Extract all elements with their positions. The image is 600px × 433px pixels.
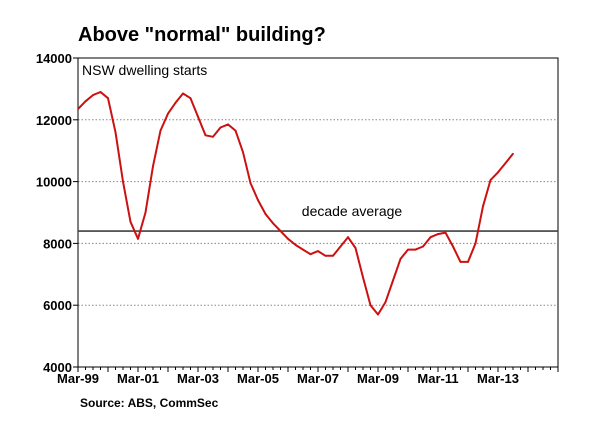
- data-point: [227, 123, 229, 126]
- data-point: [204, 134, 207, 137]
- y-tick-label: 4000: [43, 360, 72, 375]
- data-point: [144, 211, 147, 214]
- data-point: [324, 254, 327, 257]
- data-point: [122, 180, 124, 183]
- data-point: [159, 129, 162, 132]
- data-point: [437, 233, 439, 236]
- series-label: NSW dwelling starts: [82, 62, 207, 78]
- data-point: [474, 242, 477, 245]
- x-tick-label: Mar-01: [117, 371, 159, 386]
- data-point: [137, 237, 139, 240]
- data-point: [414, 248, 417, 251]
- data-point: [354, 247, 357, 249]
- y-tick-label: 14000: [36, 51, 72, 66]
- x-tick-label: Mar-03: [177, 371, 219, 386]
- data-point: [264, 213, 267, 215]
- x-tick-label: Mar-13: [477, 371, 519, 386]
- data-point: [377, 313, 379, 316]
- data-point: [497, 171, 499, 174]
- data-point: [399, 258, 402, 260]
- x-tick-label: Mar-99: [57, 371, 99, 386]
- data-point: [294, 244, 297, 246]
- data-point: [392, 279, 394, 282]
- data-point: [467, 261, 469, 263]
- data-point: [92, 94, 94, 96]
- data-point: [452, 245, 454, 248]
- data-point: [219, 126, 222, 129]
- data-point: [84, 100, 87, 103]
- data-point: [422, 245, 424, 248]
- data-point: [302, 248, 304, 251]
- data-point: [107, 97, 109, 100]
- x-tick-label: Mar-07: [297, 371, 339, 386]
- x-tick-label: Mar-11: [417, 371, 458, 386]
- data-point: [309, 253, 312, 256]
- data-point: [129, 220, 132, 223]
- y-tick-label: 10000: [36, 175, 72, 190]
- y-tick-label: 8000: [43, 236, 72, 251]
- data-point: [182, 92, 184, 95]
- data-point: [77, 108, 79, 110]
- data-point: [272, 222, 274, 225]
- data-point: [114, 131, 117, 134]
- data-point: [362, 276, 364, 279]
- data-point: [257, 199, 259, 202]
- y-tick-label: 12000: [36, 113, 72, 128]
- data-point: [99, 91, 102, 93]
- data-point: [459, 261, 462, 263]
- data-point: [489, 179, 492, 182]
- data-point: [429, 236, 432, 239]
- data-point: [512, 152, 514, 155]
- chart-title: Above "normal" building?: [78, 24, 326, 46]
- data-point: [384, 301, 387, 303]
- source-note: Source: ABS, CommSec: [80, 396, 219, 410]
- series-line: [77, 91, 514, 316]
- data-point: [347, 236, 349, 239]
- decade-average-label: decade average: [302, 203, 403, 219]
- data-point: [189, 97, 192, 100]
- data-point: [339, 245, 342, 248]
- data-point: [407, 248, 409, 251]
- x-tick-label: Mar-05: [237, 371, 279, 386]
- data-point: [482, 205, 484, 208]
- data-point: [287, 237, 289, 240]
- data-point: [317, 250, 319, 253]
- data-point: [174, 101, 177, 104]
- data-point: [369, 304, 372, 307]
- data-point: [212, 135, 214, 138]
- data-point: [234, 129, 237, 132]
- data-point: [152, 165, 154, 168]
- data-point: [279, 230, 282, 232]
- data-point: [332, 254, 334, 257]
- data-point: [444, 231, 447, 234]
- data-point: [197, 115, 199, 118]
- data-point: [504, 162, 507, 165]
- data-point: [242, 151, 244, 154]
- data-point: [167, 112, 169, 115]
- data-point: [249, 182, 252, 185]
- x-tick-label: Mar-09: [357, 371, 399, 386]
- y-tick-label: 6000: [43, 298, 72, 313]
